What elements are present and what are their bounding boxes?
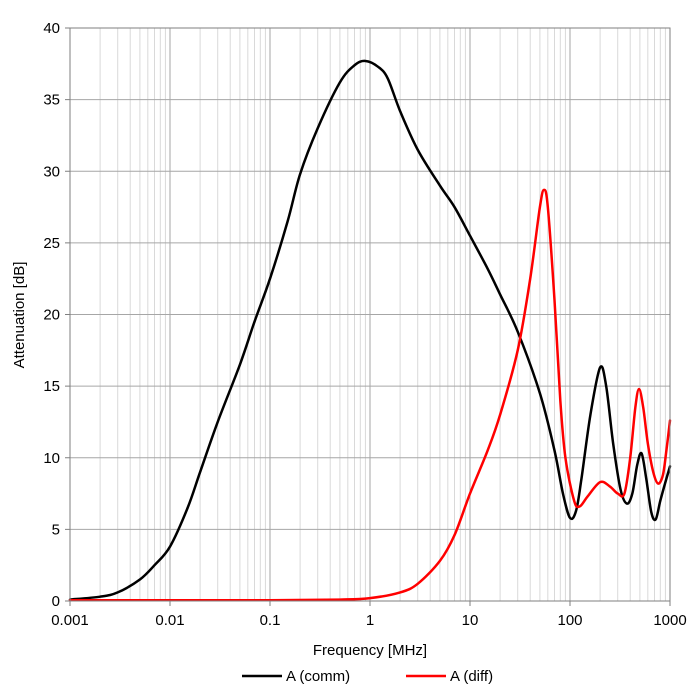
y-axis-title: Attenuation [dB] [11, 262, 28, 369]
x-tick-label: 0.01 [155, 612, 184, 629]
y-tick-label: 40 [43, 20, 60, 37]
x-tick-label: 0.001 [51, 612, 89, 629]
y-tick-label: 0 [52, 593, 60, 610]
x-tick-label: 1000 [653, 612, 686, 629]
x-tick-label: 0.1 [260, 612, 281, 629]
legend: A (comm) A (diff) [242, 668, 493, 685]
y-tick-label: 5 [52, 521, 60, 538]
x-axis-title: Frequency [MHz] [313, 642, 427, 659]
y-tick-label: 30 [43, 163, 60, 180]
y-tick-labels: 0 5 10 15 20 25 30 35 40 [43, 20, 70, 610]
x-tick-labels: 0.001 0.01 0.1 1 10 100 1000 [51, 601, 687, 629]
y-tick-label: 20 [43, 307, 60, 324]
legend-label-a-comm: A (comm) [286, 668, 350, 685]
y-tick-label: 10 [43, 450, 60, 467]
series-line-a-diff [68, 188, 672, 602]
x-tick-label: 1 [366, 612, 374, 629]
series-layer [68, 59, 672, 602]
y-tick-label: 25 [43, 235, 60, 252]
x-tick-label: 10 [462, 612, 479, 629]
legend-label-a-diff: A (diff) [450, 668, 493, 685]
y-tick-label: 35 [43, 92, 60, 109]
series-line-a-comm [68, 59, 672, 601]
x-tick-label: 100 [557, 612, 582, 629]
y-tick-label: 15 [43, 378, 60, 395]
